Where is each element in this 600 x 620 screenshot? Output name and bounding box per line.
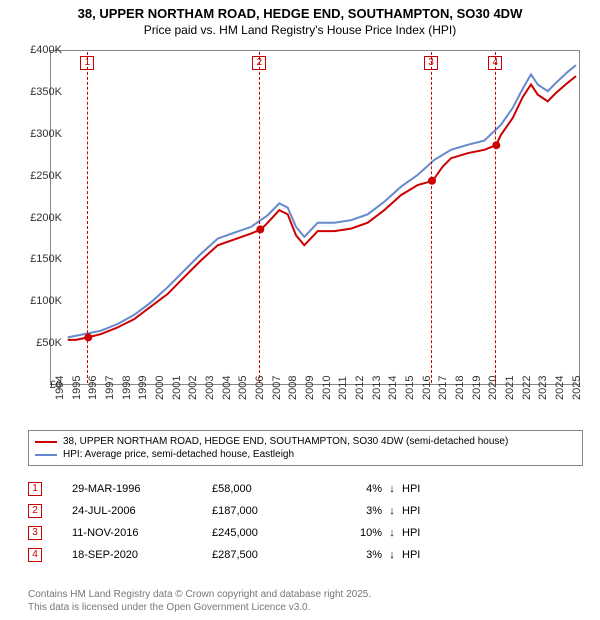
row-marker: 4 xyxy=(28,548,42,562)
row-marker: 1 xyxy=(28,482,42,496)
xtick-label: 2018 xyxy=(454,376,466,400)
row-date: 29-MAR-1996 xyxy=(72,483,212,495)
row-pct: 4% xyxy=(322,483,382,495)
legend-swatch xyxy=(35,454,57,456)
xtick-label: 2012 xyxy=(354,376,366,400)
xtick-label: 2024 xyxy=(554,376,566,400)
legend-label: HPI: Average price, semi-detached house,… xyxy=(63,449,294,460)
xtick-label: 1997 xyxy=(104,376,116,400)
xtick-label: 2007 xyxy=(271,376,283,400)
row-hpi-label: HPI xyxy=(402,549,442,561)
xtick-label: 2022 xyxy=(521,376,533,400)
table-row: 2 24-JUL-2006£187,0003%↓HPI xyxy=(28,500,442,522)
down-arrow-icon: ↓ xyxy=(382,527,402,539)
down-arrow-icon: ↓ xyxy=(382,483,402,495)
xtick-label: 2021 xyxy=(504,376,516,400)
marker-vline xyxy=(431,52,432,383)
row-price: £245,000 xyxy=(212,527,322,539)
xtick-label: 2015 xyxy=(404,376,416,400)
legend-label: 38, UPPER NORTHAM ROAD, HEDGE END, SOUTH… xyxy=(63,436,508,447)
xtick-label: 2010 xyxy=(321,376,333,400)
xtick-label: 1994 xyxy=(54,376,66,400)
xtick-label: 2001 xyxy=(171,376,183,400)
legend-swatch xyxy=(35,441,57,443)
row-date: 24-JUL-2006 xyxy=(72,505,212,517)
row-price: £287,500 xyxy=(212,549,322,561)
row-pct: 3% xyxy=(322,549,382,561)
row-pct: 10% xyxy=(322,527,382,539)
xtick-label: 2011 xyxy=(337,376,349,400)
footer-attribution: Contains HM Land Registry data © Crown c… xyxy=(28,588,371,614)
xtick-label: 2025 xyxy=(571,376,583,400)
legend-item: HPI: Average price, semi-detached house,… xyxy=(35,448,576,461)
chart-svg xyxy=(51,51,581,386)
row-pct: 3% xyxy=(322,505,382,517)
row-marker: 2 xyxy=(28,504,42,518)
line-price-paid xyxy=(68,76,576,340)
footer-line: Contains HM Land Registry data © Crown c… xyxy=(28,588,371,601)
xtick-label: 2003 xyxy=(204,376,216,400)
row-marker: 3 xyxy=(28,526,42,540)
line-hpi xyxy=(68,65,576,337)
row-hpi-label: HPI xyxy=(402,527,442,539)
ytick-label: £300K xyxy=(30,128,62,140)
xtick-label: 2019 xyxy=(471,376,483,400)
sale-dots xyxy=(84,141,500,341)
xtick-label: 2009 xyxy=(304,376,316,400)
xtick-label: 1998 xyxy=(121,376,133,400)
down-arrow-icon: ↓ xyxy=(382,549,402,561)
marker-vline xyxy=(495,52,496,383)
row-price: £187,000 xyxy=(212,505,322,517)
xtick-label: 2004 xyxy=(221,376,233,400)
row-price: £58,000 xyxy=(212,483,322,495)
row-hpi-label: HPI xyxy=(402,505,442,517)
xtick-label: 2020 xyxy=(487,376,499,400)
xtick-label: 2005 xyxy=(237,376,249,400)
xtick-label: 1996 xyxy=(87,376,99,400)
xtick-label: 2000 xyxy=(154,376,166,400)
legend: 38, UPPER NORTHAM ROAD, HEDGE END, SOUTH… xyxy=(28,430,583,466)
xtick-label: 1999 xyxy=(137,376,149,400)
row-hpi-label: HPI xyxy=(402,483,442,495)
ytick-label: £100K xyxy=(30,295,62,307)
ytick-label: £350K xyxy=(30,86,62,98)
table-row: 1 29-MAR-1996£58,0004%↓HPI xyxy=(28,478,442,500)
xtick-label: 1995 xyxy=(71,376,83,400)
xtick-label: 2013 xyxy=(371,376,383,400)
chart-title: 38, UPPER NORTHAM ROAD, HEDGE END, SOUTH… xyxy=(0,0,600,21)
table-row: 4 18-SEP-2020£287,5003%↓HPI xyxy=(28,544,442,566)
down-arrow-icon: ↓ xyxy=(382,505,402,517)
footer-line: This data is licensed under the Open Gov… xyxy=(28,601,371,614)
ytick-label: £50K xyxy=(36,337,62,349)
xtick-label: 2008 xyxy=(287,376,299,400)
xtick-label: 2017 xyxy=(437,376,449,400)
sale-dot xyxy=(428,177,436,185)
xtick-label: 2023 xyxy=(537,376,549,400)
table-row: 3 11-NOV-2016£245,00010%↓HPI xyxy=(28,522,442,544)
xtick-label: 2014 xyxy=(387,376,399,400)
sales-table: 129-MAR-1996£58,0004%↓HPI224-JUL-2006£18… xyxy=(28,478,442,566)
marker-vline xyxy=(259,52,260,383)
marker-vline xyxy=(87,52,88,383)
row-date: 11-NOV-2016 xyxy=(72,527,212,539)
chart-plot-area xyxy=(50,50,580,385)
ytick-label: £200K xyxy=(30,212,62,224)
ytick-label: £150K xyxy=(30,253,62,265)
ytick-label: £400K xyxy=(30,44,62,56)
chart-subtitle: Price paid vs. HM Land Registry's House … xyxy=(0,21,600,37)
xtick-label: 2002 xyxy=(187,376,199,400)
row-date: 18-SEP-2020 xyxy=(72,549,212,561)
ytick-label: £250K xyxy=(30,170,62,182)
legend-item: 38, UPPER NORTHAM ROAD, HEDGE END, SOUTH… xyxy=(35,435,576,448)
